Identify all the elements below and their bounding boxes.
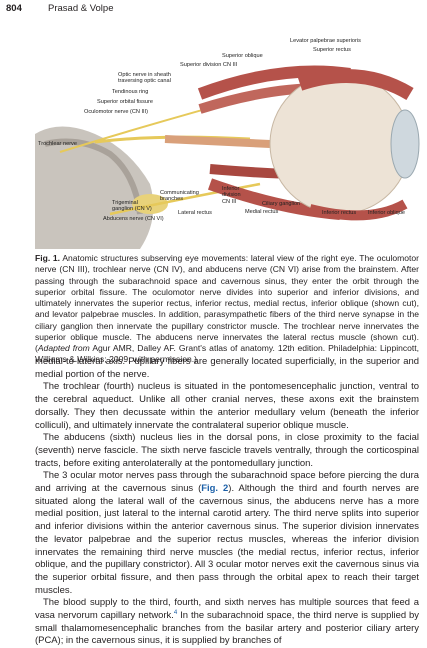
caption-text: Anatomic structures subserving eye movem… [35,253,419,353]
body-text: medial-to-lateral axis. Pupillary fibers… [35,356,419,648]
ganglion [132,194,168,214]
figure-label: Abducens nerve (CN VI) [103,216,164,222]
figure-caption: Fig. 1. Anatomic structures subserving e… [35,253,419,366]
cornea [390,109,420,179]
paragraph: The 3 ocular motor nerves pass through t… [35,470,419,597]
figure-label: Ciliary ganglion [262,201,301,207]
muscle [308,199,408,221]
nerve [109,182,261,216]
brainstem-shade [44,138,143,215]
paragraph: The trochlear (fourth) nucleus is situat… [35,381,419,431]
figure-label: Superior orbital fissure [97,99,153,105]
brainstem [35,126,154,249]
reference[interactable]: 4 [173,609,178,616]
optic-nerve [164,135,271,148]
running-head: Prasad & Volpe [48,3,114,14]
figure-label: Medial rectus [245,209,279,215]
text: The 3 ocular motor nerves pass through t… [35,470,419,495]
figure-label: Inferior rectus [322,210,357,216]
text: ). Although the third and fourth nerves … [35,483,419,596]
figure-label: Inferior division CN III [222,186,241,205]
figure-label: Oculomotor nerve (CN III) [84,109,149,115]
paragraph: medial-to-lateral axis. Pupillary fibers… [35,356,419,380]
figure-label: Superior rectus [313,47,351,53]
text: The blood supply to the third, fourth, a… [35,597,419,622]
page-number: 804 [6,3,22,14]
figure-label: Communicating branches [160,190,199,203]
figure-label: Optic nerve in sheath traversing optic c… [118,72,171,85]
paragraph: The abducens (sixth) nucleus lies in the… [35,432,419,469]
figure-label: Trigeminal ganglion (CN V) [112,200,152,213]
figure-label: Tendinous ring [112,89,149,95]
figure-label: Levator palpebrae superioris [290,38,361,44]
caption-source: Adapted from [37,343,90,353]
figure-label: Lateral rectus [178,210,212,216]
paragraph: The blood supply to the third, fourth, a… [35,597,419,648]
eyeball [269,73,411,215]
figure-link[interactable]: Fig. 2 [201,483,229,495]
figure [35,65,420,249]
caption-source: Agur AMR, Dalley AF. Grant's atlas of an… [35,343,419,365]
figure-label: Superior oblique [222,53,263,59]
caption-label: Fig. 1. [35,253,61,263]
figure-label: Inferior oblique [368,210,406,216]
muscle [297,69,414,101]
figure-label: Superior division CN III [180,62,238,68]
figure-label: Trochlear nerve [38,141,77,147]
